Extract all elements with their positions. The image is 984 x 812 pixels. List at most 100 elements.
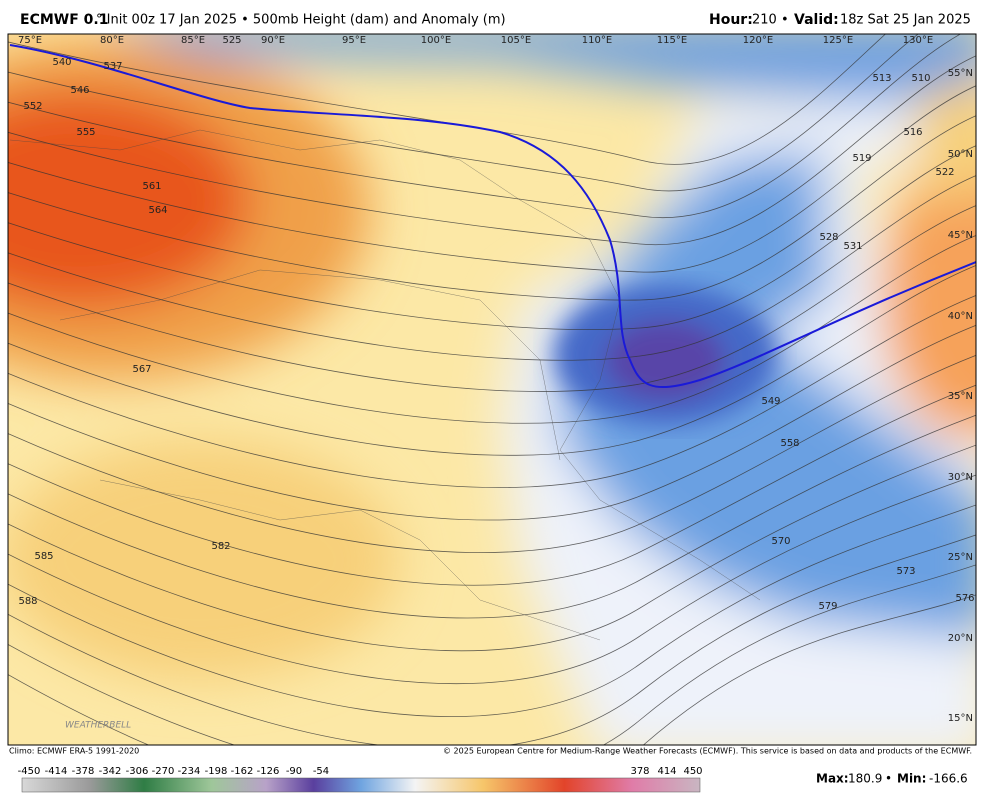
contour-label: 540: [52, 57, 71, 68]
contour-label: 549: [761, 396, 780, 407]
separator: •: [781, 13, 789, 28]
contour-label: 555: [76, 127, 95, 138]
min-label: Min:: [897, 772, 926, 786]
colorbar-label: -90: [286, 766, 302, 777]
contour-line: [8, 265, 976, 456]
contour-line: [8, 564, 976, 745]
longitude-label: 110°E: [582, 35, 612, 46]
longitude-label: 105°E: [501, 35, 531, 46]
contour-line: [8, 175, 976, 361]
latitude-label: 35°N: [948, 391, 973, 402]
longitude-label: 100°E: [421, 35, 451, 46]
contour-label: 552: [23, 101, 42, 112]
colorbar-label: -414: [45, 766, 68, 777]
logo: WEATHERBELL: [65, 721, 131, 731]
contour-label: 525: [222, 35, 241, 46]
latitude-label: 55°N: [948, 68, 973, 79]
model-name: ECMWF 0.1: [20, 12, 108, 28]
contour-line: [8, 85, 976, 273]
contour-line: [8, 34, 887, 165]
contour-label: 528: [819, 232, 838, 243]
latitude-label: 20°N: [948, 633, 973, 644]
contour-label: 582: [211, 541, 230, 552]
contour-line: [8, 115, 976, 301]
contour-line: [8, 594, 976, 745]
max-label: Max:: [816, 772, 849, 786]
contour-label: 516: [903, 127, 922, 138]
contour-label: 546: [70, 85, 89, 96]
latitude-label: 40°N: [948, 311, 973, 322]
contour-line: [8, 324, 976, 521]
contour-line: [8, 474, 976, 684]
contour-label: 513: [872, 73, 891, 84]
contour-label: 588: [18, 596, 37, 607]
contour-label: 564: [148, 205, 167, 216]
contour-line: [8, 34, 962, 219]
colorbar-label: 378: [630, 766, 649, 777]
colorbar-label: -54: [313, 766, 329, 777]
contour-label: 567: [132, 364, 151, 375]
longitude-label: 115°E: [657, 35, 687, 46]
contour-label: 531: [843, 241, 862, 252]
latitude-label: 50°N: [948, 149, 973, 160]
contour-label: 558: [780, 438, 799, 449]
contour-line: [8, 34, 919, 192]
min-value: -166.6: [929, 772, 968, 786]
hour-label: Hour:: [709, 12, 753, 28]
colorbar: [21, 777, 701, 793]
contour-line: [8, 205, 976, 392]
hour: 210: [752, 13, 777, 28]
colorbar-label: 450: [683, 766, 702, 777]
colorbar-label: -126: [257, 766, 280, 777]
contour-line: [8, 294, 976, 488]
contour-line: [8, 145, 976, 330]
latitude-label: 15°N: [948, 713, 973, 724]
contour-label: 510: [911, 73, 930, 84]
colorbar-label: -234: [178, 766, 201, 777]
colorbar-label: -306: [126, 766, 149, 777]
contour-line: [8, 414, 976, 619]
colorbar-label: -378: [72, 766, 95, 777]
colorbar-label: -450: [18, 766, 41, 777]
max-value: 180.9: [848, 772, 882, 786]
climo-note: Climo: ECMWF ERA-5 1991-2020: [9, 747, 139, 756]
latitude-label: 45°N: [948, 230, 973, 241]
longitude-label: 85°E: [181, 35, 205, 46]
longitude-label: 75°E: [18, 35, 42, 46]
longitude-label: 120°E: [743, 35, 773, 46]
map-frame: [7, 33, 977, 746]
copyright: © 2025 European Centre for Medium-Range …: [443, 747, 972, 756]
longitude-label: 130°E: [903, 35, 933, 46]
contour-line: [8, 354, 976, 553]
contour-line: [8, 504, 976, 717]
contour-label: 579: [818, 601, 837, 612]
contour-label: 573: [896, 566, 915, 577]
contour-label: 576: [955, 593, 974, 604]
contour-line: [8, 534, 976, 745]
run-info: ° Init 00z 17 Jan 2025 • 500mb Height (d…: [96, 13, 506, 28]
longitude-label: 80°E: [100, 35, 124, 46]
valid-time: 18z Sat 25 Jan 2025: [840, 13, 971, 28]
latitude-label: 25°N: [948, 552, 973, 563]
contour-label: 519: [852, 153, 871, 164]
colorbar-label: -162: [231, 766, 254, 777]
contour-label: 570: [771, 536, 790, 547]
colorbar-label: 414: [657, 766, 676, 777]
contour-line: [8, 384, 976, 586]
contour-label: 537: [103, 61, 122, 72]
contour-line: [8, 444, 976, 652]
separator: •: [885, 772, 892, 786]
contour-line: [8, 55, 976, 246]
contour-label: 522: [935, 167, 954, 178]
valid-label: Valid:: [794, 12, 839, 28]
longitude-label: 95°E: [342, 35, 366, 46]
contour-line: [8, 235, 976, 424]
longitude-label: 90°E: [261, 35, 285, 46]
colorbar-label: -342: [99, 766, 122, 777]
colorbar-label: -198: [205, 766, 228, 777]
longitude-label: 125°E: [823, 35, 853, 46]
colorbar-label: -270: [152, 766, 175, 777]
latitude-label: 30°N: [948, 472, 973, 483]
